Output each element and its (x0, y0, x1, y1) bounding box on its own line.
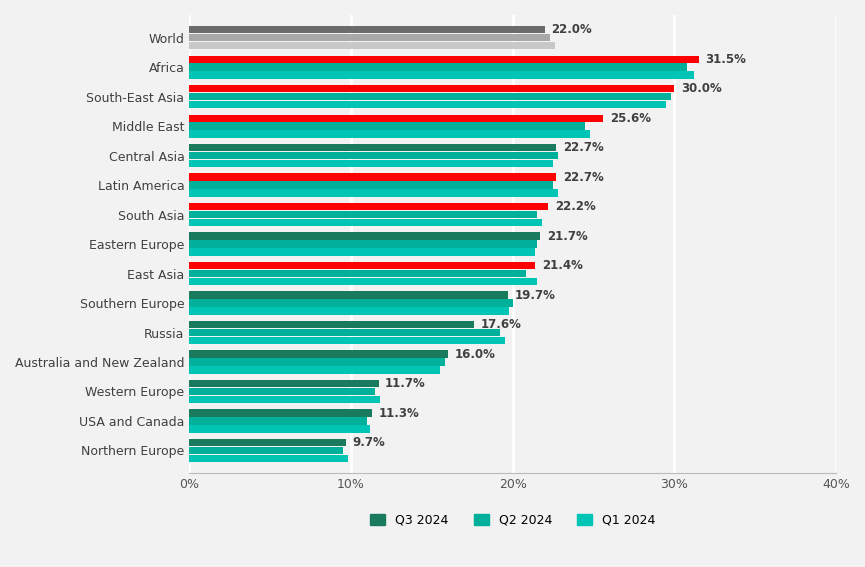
Bar (189, 396, 380, 403)
Text: 17.6%: 17.6% (480, 318, 522, 331)
Bar (189, 144, 556, 151)
Bar (189, 447, 343, 454)
Bar (189, 34, 550, 41)
Bar (189, 26, 545, 33)
Bar (189, 181, 553, 189)
Bar (189, 439, 346, 446)
Bar (189, 64, 688, 71)
Bar (189, 152, 558, 159)
Bar (189, 337, 504, 344)
Bar (189, 93, 671, 100)
Bar (189, 380, 379, 387)
Text: 31.5%: 31.5% (705, 53, 746, 66)
Bar (189, 321, 474, 328)
Bar (189, 42, 554, 49)
Text: 21.4%: 21.4% (541, 259, 583, 272)
Bar (189, 160, 553, 167)
Bar (189, 409, 372, 417)
Bar (189, 248, 535, 256)
Bar (189, 211, 537, 218)
Bar (189, 189, 558, 197)
Bar (189, 270, 526, 277)
Text: 22.2%: 22.2% (554, 200, 595, 213)
Bar (189, 299, 513, 307)
Bar (189, 219, 541, 226)
Bar (189, 291, 508, 299)
Bar (189, 71, 694, 79)
Bar (189, 358, 445, 366)
Bar (189, 388, 375, 395)
Bar (189, 130, 590, 138)
Bar (189, 425, 370, 433)
Text: 22.7%: 22.7% (563, 171, 604, 184)
Bar (189, 203, 548, 210)
Text: 30.0%: 30.0% (681, 82, 721, 95)
Bar (189, 455, 348, 462)
Bar (189, 350, 448, 358)
Text: 11.3%: 11.3% (379, 407, 420, 420)
Bar (189, 56, 699, 63)
Text: 16.0%: 16.0% (454, 348, 496, 361)
Bar (189, 115, 603, 122)
Bar (189, 262, 535, 269)
Bar (189, 232, 541, 240)
Text: 9.7%: 9.7% (353, 436, 386, 449)
Bar (189, 101, 666, 108)
Bar (189, 417, 368, 425)
Bar (189, 85, 675, 92)
Text: 19.7%: 19.7% (515, 289, 555, 302)
Text: 11.7%: 11.7% (385, 377, 426, 390)
Bar (189, 174, 556, 181)
Text: 22.0%: 22.0% (552, 23, 593, 36)
Bar (189, 278, 537, 285)
Bar (189, 240, 537, 248)
Text: 22.7%: 22.7% (563, 141, 604, 154)
Bar (189, 307, 509, 315)
Legend: Q3 2024, Q2 2024, Q1 2024: Q3 2024, Q2 2024, Q1 2024 (370, 514, 656, 526)
Bar (189, 122, 586, 130)
Bar (189, 366, 440, 374)
Text: 25.6%: 25.6% (610, 112, 650, 125)
Bar (189, 329, 500, 336)
Text: 21.7%: 21.7% (547, 230, 587, 243)
